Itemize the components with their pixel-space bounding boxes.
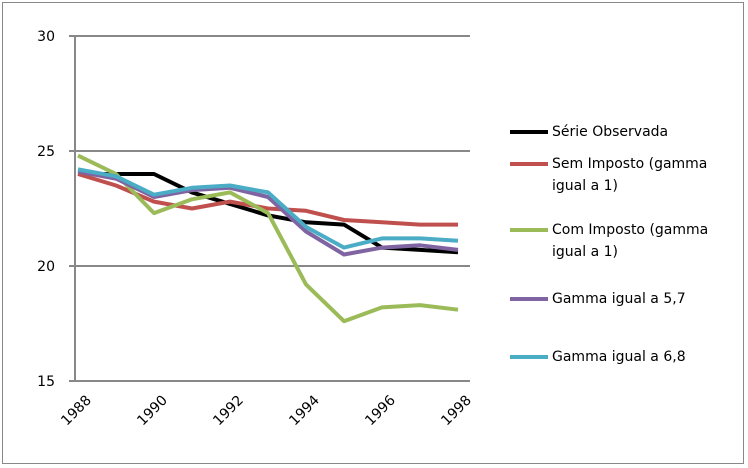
legend-label: Gamma igual a 6,8 [552,349,686,365]
y-tick-label: 25 [37,144,55,160]
series-line [77,167,459,250]
series-line [77,169,459,257]
x-tick-label: 1988 [58,393,95,430]
legend-label: Série Observada [552,124,669,140]
series-line [77,153,459,324]
legend-swatch [510,228,548,232]
series-line [77,172,458,227]
y-tick-label: 15 [37,374,55,390]
x-tick-label: 1998 [438,393,475,430]
legend-item: Gamma igual a 5,7 [510,288,710,310]
x-tick-label: 1990 [134,393,171,430]
legend-label: Sem Imposto (gamma igual a 1) [552,156,708,194]
x-tick-label: 1996 [362,392,399,429]
legend-swatch [510,297,548,301]
legend-label: Com Imposto (gamma igual a 1) [552,222,709,260]
y-tick-label: 30 [37,29,55,45]
legend-label: Gamma igual a 5,7 [552,291,686,307]
x-tick-label: 1994 [286,392,323,429]
legend-item: Série Observada [510,121,710,143]
legend-item: Com Imposto (gamma igual a 1) [510,219,710,263]
y-tick-label: 20 [37,259,55,275]
legend-swatch [510,355,548,359]
legend-item: Sem Imposto (gamma igual a 1) [510,153,710,197]
legend-item: Gamma igual a 6,8 [510,346,710,368]
x-tick-label: 1992 [210,393,247,430]
legend-swatch [510,130,548,134]
chart-border [2,2,744,464]
legend-swatch [510,162,548,166]
